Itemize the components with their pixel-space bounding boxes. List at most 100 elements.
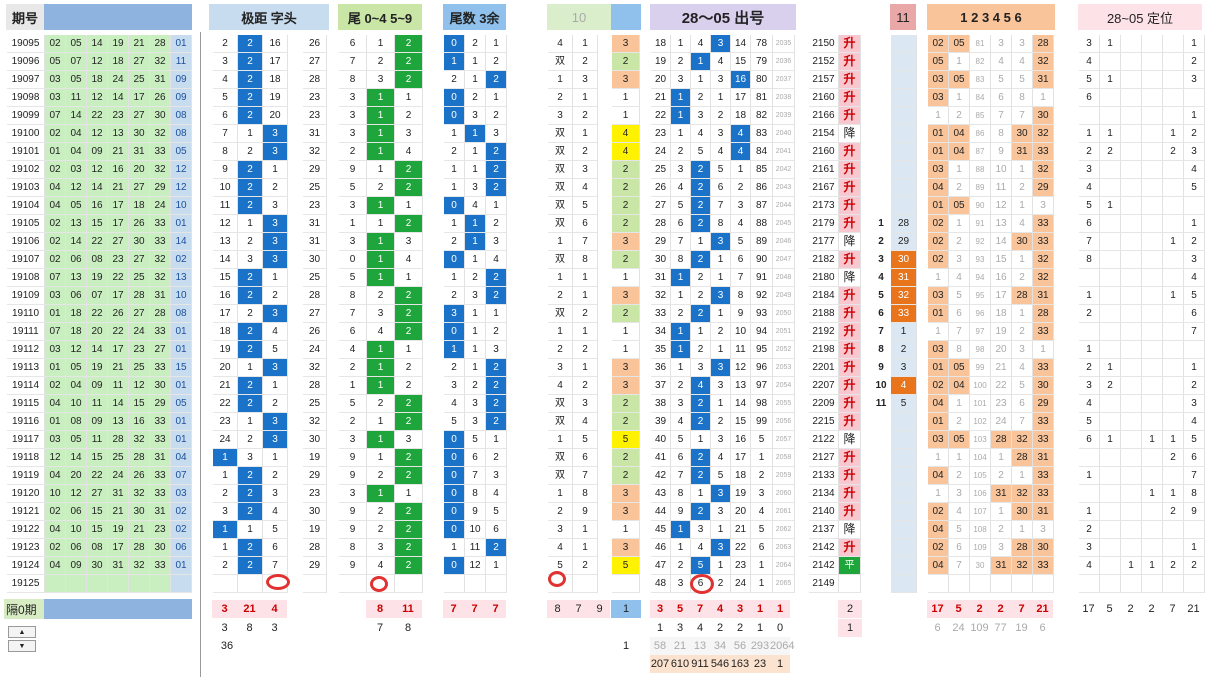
weishu-cell: 1 bbox=[465, 305, 486, 323]
pos-cell: 95 bbox=[970, 287, 991, 305]
wei-cell: 7 bbox=[339, 305, 367, 323]
ball-cell: 24 bbox=[108, 467, 129, 485]
ten-cell: 2 bbox=[573, 341, 598, 359]
pos-cell: 1 bbox=[928, 485, 949, 503]
dingwei-cell bbox=[1100, 287, 1121, 305]
pos-cell: 3 bbox=[991, 539, 1012, 557]
trend-number-cell: 2152 bbox=[809, 53, 839, 71]
dingwei-cell bbox=[1121, 449, 1142, 467]
range-cell: 3 bbox=[671, 161, 691, 179]
ball-cell: 21 bbox=[108, 503, 129, 521]
ball-cell: 16 bbox=[87, 197, 108, 215]
trend-number-cell: 2150 bbox=[809, 35, 839, 53]
range-cell: 5 bbox=[751, 431, 773, 449]
jiju-cell: 3 bbox=[263, 431, 288, 449]
jiju-cell: 22 bbox=[213, 395, 238, 413]
dingwei-cell: 3 bbox=[1079, 377, 1100, 395]
weishu-cell: 1 bbox=[486, 557, 507, 575]
dingwei-cell bbox=[1142, 413, 1163, 431]
scroll-up-button[interactable]: ▲ bbox=[8, 626, 36, 638]
range-cell: 2064 bbox=[773, 557, 795, 575]
header-period-balls bbox=[44, 4, 192, 30]
pos-cell: 94 bbox=[970, 269, 991, 287]
jiju-cell: 18 bbox=[213, 323, 238, 341]
wei-cell: 9 bbox=[339, 161, 367, 179]
wei-cell: 2 bbox=[395, 413, 423, 431]
mini-value-cell bbox=[891, 89, 917, 107]
dingwei-cell: 6 bbox=[1184, 449, 1205, 467]
pos-cell: 7 bbox=[1012, 107, 1033, 125]
dingwei-cell: 4 bbox=[1184, 269, 1205, 287]
footer-range: 5 bbox=[670, 600, 690, 618]
pos-cell: 103 bbox=[970, 431, 991, 449]
range-cell: 3 bbox=[691, 107, 711, 125]
pos-cell: 4 bbox=[949, 269, 970, 287]
ball-cell: 01 bbox=[171, 431, 192, 449]
ball-cell: 07 bbox=[45, 269, 66, 287]
pos-cell: 05 bbox=[928, 53, 949, 71]
pos-cell: 23 bbox=[991, 395, 1012, 413]
weishu-cell: 8 bbox=[465, 485, 486, 503]
dingwei-cell bbox=[1142, 215, 1163, 233]
weishu-cell: 12 bbox=[465, 557, 486, 575]
weishu-cell: 0 bbox=[444, 431, 465, 449]
ball-cell: 05 bbox=[66, 197, 87, 215]
dingwei-cell bbox=[1079, 269, 1100, 287]
wei-cell: 3 bbox=[339, 125, 367, 143]
wei-cell: 4 bbox=[339, 341, 367, 359]
dingwei-cell bbox=[1121, 413, 1142, 431]
scroll-down-button[interactable]: ▼ bbox=[8, 640, 36, 652]
pos-cell bbox=[991, 575, 1012, 593]
ten-cell bbox=[548, 575, 573, 593]
dingwei-cell bbox=[1184, 89, 1205, 107]
range-cell: 2 bbox=[691, 161, 711, 179]
mini-index-cell bbox=[871, 575, 891, 593]
dingwei-cell bbox=[1121, 35, 1142, 53]
period-cell: 19103 bbox=[7, 179, 45, 197]
weishu-cell: 5 bbox=[465, 431, 486, 449]
wei-cell: 2 bbox=[395, 521, 423, 539]
jiju-cell: 2 bbox=[238, 107, 263, 125]
zitou-cell: 30 bbox=[303, 431, 327, 449]
dingwei-cell bbox=[1184, 197, 1205, 215]
footer-row3-range: 58 bbox=[650, 637, 670, 655]
ball-cell: 21 bbox=[129, 35, 150, 53]
weishu-cell: 4 bbox=[444, 395, 465, 413]
ball-cell: 28 bbox=[129, 287, 150, 305]
pos-cell: 01 bbox=[928, 413, 949, 431]
wei-cell: 1 bbox=[367, 359, 395, 377]
dingwei-cell bbox=[1163, 359, 1184, 377]
range-cell: 17 bbox=[731, 89, 751, 107]
ball-cell bbox=[87, 575, 108, 593]
ten-cell: 2 bbox=[548, 503, 573, 521]
wei-cell: 2 bbox=[395, 395, 423, 413]
footer-dingwei: 21 bbox=[1187, 603, 1200, 615]
ball-cell: 23 bbox=[129, 341, 150, 359]
ball-cell: 04 bbox=[45, 179, 66, 197]
ten-cell: 双 bbox=[548, 143, 573, 161]
dingwei-cell bbox=[1100, 449, 1121, 467]
ball-cell: 08 bbox=[66, 413, 87, 431]
jiju-cell: 2 bbox=[238, 557, 263, 575]
zitou-cell: 27 bbox=[303, 305, 327, 323]
ball-cell: 02 bbox=[45, 215, 66, 233]
range-cell: 1 bbox=[711, 89, 731, 107]
pos-cell: 02 bbox=[928, 503, 949, 521]
wei-cell: 4 bbox=[395, 251, 423, 269]
footer-row3-range: 56 bbox=[730, 637, 750, 655]
wei-cell: 1 bbox=[395, 341, 423, 359]
footer-ten: 9 bbox=[589, 600, 610, 618]
dingwei-cell bbox=[1100, 107, 1121, 125]
pos-cell: 33 bbox=[1033, 143, 1054, 161]
trend-number-cell: 2160 bbox=[809, 143, 839, 161]
weishu-cell: 2 bbox=[465, 89, 486, 107]
ball-cell: 18 bbox=[66, 323, 87, 341]
jiju-cell: 1 bbox=[263, 449, 288, 467]
range-cell: 2058 bbox=[773, 449, 795, 467]
mini-value-cell: 28 bbox=[891, 215, 917, 233]
dingwei-cell: 2 bbox=[1079, 359, 1100, 377]
range-cell: 3 bbox=[751, 485, 773, 503]
pos-cell: 92 bbox=[970, 233, 991, 251]
jiju-cell: 17 bbox=[213, 305, 238, 323]
dingwei-cell bbox=[1142, 53, 1163, 71]
